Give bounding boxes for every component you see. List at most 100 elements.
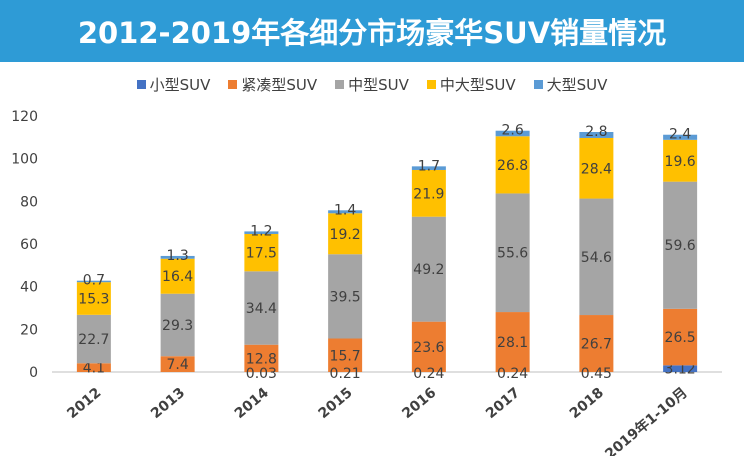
data-label: 19.2 xyxy=(330,227,361,243)
bar-segment xyxy=(663,308,698,366)
x-tick-label: 2018 xyxy=(567,385,607,422)
bar-segment xyxy=(411,169,446,217)
x-tick-label: 2019年1-10月 xyxy=(602,384,691,456)
data-label: 12.8 xyxy=(246,351,277,367)
data-label: 16.4 xyxy=(162,269,193,285)
legend-swatch xyxy=(533,79,543,89)
data-label: 23.6 xyxy=(413,340,444,356)
data-label: 39.5 xyxy=(330,289,361,305)
title-banner: 2012-2019年各细分市场豪华SUV销量情况 xyxy=(0,0,744,62)
bar-segment xyxy=(579,198,614,316)
bar-segment xyxy=(663,139,698,182)
legend-item: 紧凑型SUV xyxy=(228,74,317,95)
data-label: 0.03 xyxy=(246,366,277,382)
data-label: 1.2 xyxy=(250,223,272,239)
chart-title: 2012-2019年各细分市场豪华SUV销量情况 xyxy=(77,16,667,50)
data-label: 29.3 xyxy=(162,318,193,334)
chart-legend: 小型SUV 紧凑型SUV 中型SUV 中大型SUV 大型SUV xyxy=(0,72,744,96)
data-label: 0.24 xyxy=(413,366,444,382)
data-label: 0.45 xyxy=(581,366,612,382)
bar-segment xyxy=(328,338,363,372)
y-tick-label: 120 xyxy=(11,109,38,125)
bar-segment xyxy=(76,282,111,315)
y-tick-label: 40 xyxy=(20,280,38,296)
data-label: 49.2 xyxy=(413,262,444,278)
data-label: 19.6 xyxy=(665,154,696,170)
y-tick-label: 80 xyxy=(20,194,38,210)
data-label: 28.1 xyxy=(497,335,528,351)
bar-segment xyxy=(160,255,195,259)
bar-segment xyxy=(76,363,111,372)
data-label: 26.7 xyxy=(581,337,612,353)
y-tick-label: 0 xyxy=(29,365,38,381)
bar-segment xyxy=(579,132,614,138)
bar-segment xyxy=(663,134,698,140)
legend-item: 中大型SUV xyxy=(426,74,516,95)
data-label: 54.6 xyxy=(581,250,612,266)
bar-segment xyxy=(328,210,363,214)
data-label: 15.7 xyxy=(330,348,361,364)
x-tick-label: 2016 xyxy=(399,385,439,422)
legend-swatch xyxy=(426,79,436,89)
legend-label: 中型SUV xyxy=(348,75,409,94)
bar-segment xyxy=(579,137,614,199)
data-label: 21.9 xyxy=(413,186,444,202)
bar-segment xyxy=(495,312,530,372)
data-label: 2.8 xyxy=(585,124,607,140)
bar-segment xyxy=(160,293,195,357)
bar-segment xyxy=(328,213,363,255)
legend-item: 小型SUV xyxy=(136,74,211,95)
bar-segment xyxy=(160,258,195,294)
bar-segment xyxy=(244,271,279,345)
x-tick-label: 2012 xyxy=(64,385,104,422)
data-label: 0.24 xyxy=(497,366,528,382)
bar-segment xyxy=(160,356,195,372)
x-tick-label: 2015 xyxy=(316,385,356,422)
data-label: 59.6 xyxy=(665,238,696,254)
bar-segment xyxy=(244,233,279,272)
data-label: 3.12 xyxy=(665,362,696,378)
data-label: 1.3 xyxy=(166,248,188,264)
data-label: 22.7 xyxy=(78,332,109,348)
bar-segment xyxy=(411,321,446,372)
bar-segment xyxy=(663,365,698,372)
data-label: 1.4 xyxy=(334,202,356,218)
data-label: 26.5 xyxy=(665,330,696,346)
y-tick-label: 60 xyxy=(20,237,38,253)
bar-segment xyxy=(495,136,530,194)
legend-label: 紧凑型SUV xyxy=(241,75,318,94)
x-tick-label: 2014 xyxy=(232,385,272,422)
data-label: 28.4 xyxy=(581,161,612,177)
data-label: 4.1 xyxy=(83,361,105,377)
bar-segment xyxy=(579,315,614,372)
bar-segment xyxy=(244,344,279,372)
data-label: 34.4 xyxy=(246,301,277,317)
legend-swatch xyxy=(136,79,146,89)
legend-item: 中型SUV xyxy=(335,74,409,95)
bar-segment xyxy=(495,130,530,137)
data-label: 0.21 xyxy=(330,366,361,382)
data-label: 17.5 xyxy=(246,246,277,262)
legend-label: 小型SUV xyxy=(149,75,211,94)
data-label: 2.6 xyxy=(501,123,523,139)
legend-swatch xyxy=(228,79,238,89)
bar-segment xyxy=(663,181,698,309)
bar-segment xyxy=(76,280,111,283)
data-label: 1.7 xyxy=(418,158,440,174)
y-tick-label: 20 xyxy=(20,322,38,338)
legend-item: 大型SUV xyxy=(533,74,608,95)
data-label: 55.6 xyxy=(497,246,528,262)
legend-label: 大型SUV xyxy=(546,75,608,94)
bar-segment xyxy=(328,254,363,339)
data-label: 15.3 xyxy=(78,292,109,308)
bar-segment xyxy=(244,231,279,234)
bar-segment xyxy=(411,166,446,170)
x-tick-label: 2013 xyxy=(148,385,188,422)
bar-segment xyxy=(76,314,111,364)
data-label: 2.4 xyxy=(669,127,691,143)
data-label: 26.8 xyxy=(497,158,528,174)
legend-label: 中大型SUV xyxy=(439,75,516,94)
data-label: 7.4 xyxy=(166,357,188,373)
bar-segment xyxy=(411,216,446,322)
